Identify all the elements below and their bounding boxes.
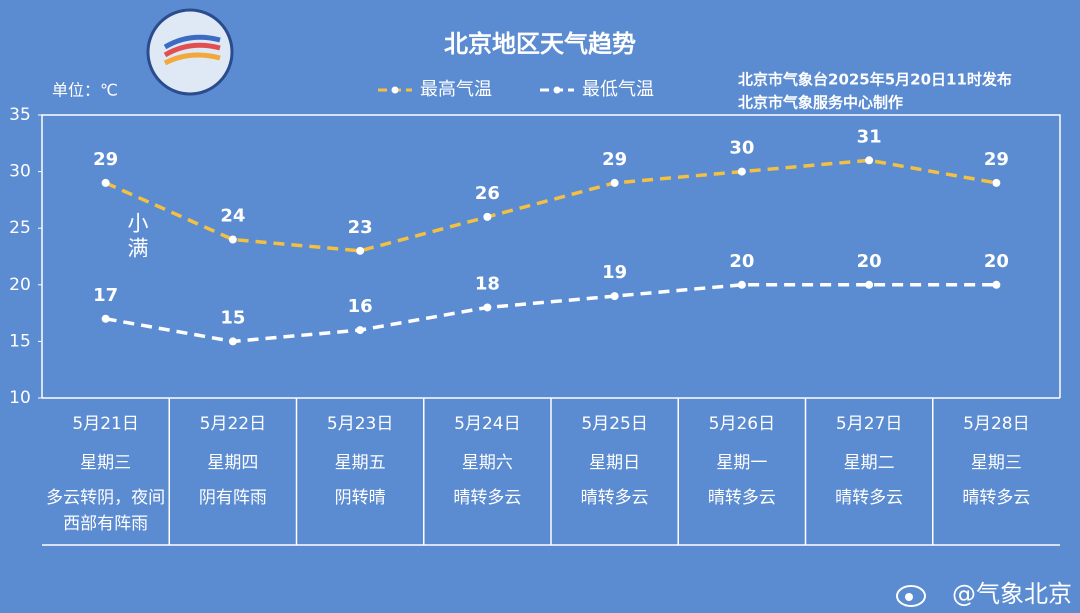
weekday-label: 星期三 (970, 453, 1022, 473)
date-label: 5月27日 (835, 414, 903, 434)
data-point (737, 280, 746, 289)
data-point (101, 314, 110, 323)
date-label: 5月21日 (72, 414, 139, 434)
legend-dot (553, 86, 561, 94)
date-label: 5月28日 (963, 414, 1030, 434)
data-label: 20 (857, 251, 882, 272)
data-label: 23 (348, 217, 373, 238)
weather-label: 晴转多云 (580, 488, 649, 508)
data-label: 18 (475, 273, 500, 294)
data-point (356, 246, 365, 255)
logo (146, 8, 234, 96)
weather-label: 晴转多云 (707, 488, 776, 508)
data-label: 31 (857, 126, 882, 147)
data-label: 20 (729, 251, 754, 272)
data-label: 30 (729, 138, 754, 159)
legend-label: 最高气温 (420, 79, 492, 100)
y-tick-label: 35 (9, 105, 31, 125)
data-point (483, 303, 492, 312)
data-point (228, 235, 237, 244)
data-point (101, 178, 110, 187)
data-point (992, 280, 1001, 289)
data-point (228, 337, 237, 346)
weather-label: 阴有阵雨 (198, 488, 267, 508)
date-label: 5月24日 (454, 414, 521, 434)
data-label: 29 (93, 149, 118, 170)
weather-label: 晴转多云 (453, 488, 522, 508)
y-tick-label: 25 (9, 218, 31, 238)
source-line: 北京市气象服务中心制作 (738, 94, 903, 112)
data-point (865, 156, 874, 165)
date-label: 5月22日 (199, 414, 267, 434)
source-line: 北京市气象台2025年5月20日11时发布 (738, 71, 1012, 89)
weekday-label: 星期五 (334, 453, 386, 473)
y-tick-label: 10 (9, 388, 31, 408)
annotation: 小满 (125, 212, 149, 262)
date-label: 5月26日 (708, 414, 776, 434)
data-point (356, 326, 365, 335)
date-label: 5月25日 (581, 414, 648, 434)
data-label: 19 (602, 262, 627, 283)
data-label: 29 (602, 149, 627, 170)
data-label: 26 (475, 183, 500, 204)
data-label: 16 (348, 296, 373, 317)
weibo-icon (896, 585, 926, 607)
data-point (865, 280, 874, 289)
data-label: 20 (984, 251, 1009, 272)
y-tick-label: 15 (9, 331, 31, 351)
data-point (483, 212, 492, 221)
weekday-label: 星期日 (589, 453, 641, 473)
weather-label: 阴转晴 (334, 488, 386, 508)
weekday-label: 星期六 (461, 453, 513, 473)
chart-title: 北京地区天气趋势 (444, 30, 636, 58)
data-point (610, 178, 619, 187)
date-label: 5月23日 (326, 414, 394, 434)
weather-label: 晴转多云 (835, 488, 904, 508)
unit-label: 单位：℃ (52, 81, 118, 100)
weekday-label: 星期四 (207, 453, 259, 473)
legend-dot (391, 86, 399, 94)
data-point (610, 292, 619, 301)
series-line (104, 158, 997, 253)
data-point (737, 167, 746, 176)
y-tick-label: 20 (9, 275, 31, 295)
series-line (105, 283, 997, 344)
data-label: 24 (220, 206, 245, 227)
data-label: 29 (984, 149, 1009, 170)
legend-label: 最低气温 (582, 79, 654, 100)
weather-label: 晴转多云 (962, 488, 1031, 508)
weekday-label: 星期二 (843, 453, 895, 473)
data-label: 15 (220, 307, 245, 328)
watermark: @气象北京 (952, 580, 1072, 608)
weekday-label: 星期三 (80, 453, 132, 473)
y-tick-label: 30 (9, 162, 31, 182)
weekday-label: 星期一 (716, 453, 768, 473)
data-label: 17 (93, 285, 118, 306)
weather-label: 多云转阴，夜间西部有阵雨 (46, 488, 166, 534)
data-point (992, 178, 1001, 187)
